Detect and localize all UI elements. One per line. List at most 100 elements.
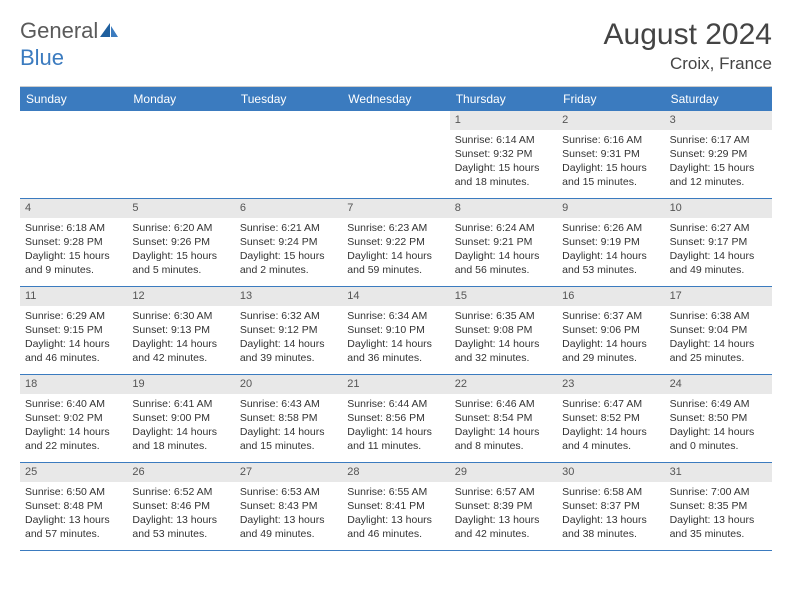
sunrise-line: Sunrise: 6:41 AM: [132, 397, 229, 411]
calendar-cell: 12Sunrise: 6:30 AMSunset: 9:13 PMDayligh…: [127, 287, 234, 375]
day-number: 14: [342, 287, 449, 306]
sunset-line: Sunset: 9:04 PM: [670, 323, 767, 337]
day-header: Monday: [127, 87, 234, 111]
calendar-cell: 22Sunrise: 6:46 AMSunset: 8:54 PMDayligh…: [450, 375, 557, 463]
sunset-line: Sunset: 8:58 PM: [240, 411, 337, 425]
daylight-line: Daylight: 14 hours and 42 minutes.: [132, 337, 229, 365]
sunrise-line: Sunrise: 6:34 AM: [347, 309, 444, 323]
day-number: 8: [450, 199, 557, 218]
sunrise-line: Sunrise: 6:38 AM: [670, 309, 767, 323]
daylight-line: Daylight: 14 hours and 32 minutes.: [455, 337, 552, 365]
day-number: 31: [665, 463, 772, 482]
sunset-line: Sunset: 9:10 PM: [347, 323, 444, 337]
sunset-line: Sunset: 9:08 PM: [455, 323, 552, 337]
daylight-line: Daylight: 15 hours and 5 minutes.: [132, 249, 229, 277]
sunrise-line: Sunrise: 6:55 AM: [347, 485, 444, 499]
sunset-line: Sunset: 9:32 PM: [455, 147, 552, 161]
sunrise-line: Sunrise: 6:20 AM: [132, 221, 229, 235]
daylight-line: Daylight: 14 hours and 56 minutes.: [455, 249, 552, 277]
calendar-cell: 8Sunrise: 6:24 AMSunset: 9:21 PMDaylight…: [450, 199, 557, 287]
sunset-line: Sunset: 9:02 PM: [25, 411, 122, 425]
sunset-line: Sunset: 9:00 PM: [132, 411, 229, 425]
daylight-line: Daylight: 14 hours and 0 minutes.: [670, 425, 767, 453]
calendar-cell: 1Sunrise: 6:14 AMSunset: 9:32 PMDaylight…: [450, 111, 557, 199]
sunset-line: Sunset: 8:35 PM: [670, 499, 767, 513]
daylight-line: Daylight: 15 hours and 12 minutes.: [670, 161, 767, 189]
day-header: Saturday: [665, 87, 772, 111]
logo-text-general: General: [20, 18, 98, 43]
daylight-line: Daylight: 14 hours and 15 minutes.: [240, 425, 337, 453]
daylight-line: Daylight: 14 hours and 49 minutes.: [670, 249, 767, 277]
calendar-grid: SundayMondayTuesdayWednesdayThursdayFrid…: [20, 86, 772, 551]
sunrise-line: Sunrise: 6:32 AM: [240, 309, 337, 323]
day-number: 12: [127, 287, 234, 306]
sunrise-line: Sunrise: 6:37 AM: [562, 309, 659, 323]
day-number: 23: [557, 375, 664, 394]
day-number: 7: [342, 199, 449, 218]
calendar-cell-empty: .: [342, 111, 449, 199]
day-number: 18: [20, 375, 127, 394]
calendar-cell: 15 Sunrise: 6:35 AMSunset: 9:08 PMDayligh…: [450, 287, 557, 375]
sunset-line: Sunset: 9:17 PM: [670, 235, 767, 249]
calendar-cell: 31Sunrise: 7:00 AMSunset: 8:35 PMDayligh…: [665, 463, 772, 551]
daylight-line: Daylight: 14 hours and 8 minutes.: [455, 425, 552, 453]
calendar-cell: 25Sunrise: 6:50 AMSunset: 8:48 PMDayligh…: [20, 463, 127, 551]
day-number: 2: [557, 111, 664, 130]
sunrise-line: Sunrise: 6:23 AM: [347, 221, 444, 235]
sunset-line: Sunset: 8:48 PM: [25, 499, 122, 513]
daylight-line: Daylight: 13 hours and 57 minutes.: [25, 513, 122, 541]
daylight-line: Daylight: 14 hours and 46 minutes.: [25, 337, 122, 365]
day-number: 6: [235, 199, 342, 218]
logo-text-blue: Blue: [20, 45, 64, 70]
daylight-line: Daylight: 14 hours and 53 minutes.: [562, 249, 659, 277]
calendar-cell: 24Sunrise: 6:49 AMSunset: 8:50 PMDayligh…: [665, 375, 772, 463]
calendar-cell: 11 Sunrise: 6:29 AMSunset: 9:15 PMDayligh…: [20, 287, 127, 375]
daylight-line: Daylight: 15 hours and 18 minutes.: [455, 161, 552, 189]
sunrise-line: Sunrise: 6:35 AM: [455, 309, 552, 323]
sunrise-line: Sunrise: 6:14 AM: [455, 133, 552, 147]
sunset-line: Sunset: 8:43 PM: [240, 499, 337, 513]
daylight-line: Daylight: 13 hours and 42 minutes.: [455, 513, 552, 541]
sunrise-line: Sunrise: 6:18 AM: [25, 221, 122, 235]
sunrise-line: Sunrise: 6:29 AM: [25, 309, 122, 323]
day-number: 22: [450, 375, 557, 394]
day-number: 29: [450, 463, 557, 482]
daylight-line: Daylight: 14 hours and 29 minutes.: [562, 337, 659, 365]
sunrise-line: Sunrise: 6:47 AM: [562, 397, 659, 411]
day-number: 4: [20, 199, 127, 218]
daylight-line: Daylight: 14 hours and 39 minutes.: [240, 337, 337, 365]
day-number: 3: [665, 111, 772, 130]
day-number: 10: [665, 199, 772, 218]
sunset-line: Sunset: 9:29 PM: [670, 147, 767, 161]
daylight-line: Daylight: 14 hours and 59 minutes.: [347, 249, 444, 277]
sunrise-line: Sunrise: 6:24 AM: [455, 221, 552, 235]
day-header: Wednesday: [342, 87, 449, 111]
day-number: 11: [20, 287, 127, 306]
calendar-cell: 4Sunrise: 6:18 AMSunset: 9:28 PMDaylight…: [20, 199, 127, 287]
sunset-line: Sunset: 9:19 PM: [562, 235, 659, 249]
calendar-cell: 19Sunrise: 6:41 AMSunset: 9:00 PMDayligh…: [127, 375, 234, 463]
calendar-cell-empty: .: [127, 111, 234, 199]
daylight-line: Daylight: 15 hours and 15 minutes.: [562, 161, 659, 189]
day-number: 21: [342, 375, 449, 394]
location: Croix, France: [604, 54, 772, 74]
calendar-cell: 13Sunrise: 6:32 AMSunset: 9:12 PMDayligh…: [235, 287, 342, 375]
day-number: 15: [450, 287, 557, 306]
sunset-line: Sunset: 9:22 PM: [347, 235, 444, 249]
calendar-cell: 3Sunrise: 6:17 AMSunset: 9:29 PMDaylight…: [665, 111, 772, 199]
calendar-cell: 20Sunrise: 6:43 AMSunset: 8:58 PMDayligh…: [235, 375, 342, 463]
sunset-line: Sunset: 8:39 PM: [455, 499, 552, 513]
sunset-line: Sunset: 9:15 PM: [25, 323, 122, 337]
daylight-line: Daylight: 13 hours and 53 minutes.: [132, 513, 229, 541]
day-number: 5: [127, 199, 234, 218]
day-header: Tuesday: [235, 87, 342, 111]
sunrise-line: Sunrise: 6:57 AM: [455, 485, 552, 499]
day-number: 20: [235, 375, 342, 394]
sunrise-line: Sunrise: 6:21 AM: [240, 221, 337, 235]
calendar-cell: 6Sunrise: 6:21 AMSunset: 9:24 PMDaylight…: [235, 199, 342, 287]
sunrise-line: Sunrise: 6:26 AM: [562, 221, 659, 235]
calendar-cell: 21Sunrise: 6:44 AMSunset: 8:56 PMDayligh…: [342, 375, 449, 463]
calendar-cell-empty: .: [235, 111, 342, 199]
sunrise-line: Sunrise: 6:50 AM: [25, 485, 122, 499]
calendar-cell: 30Sunrise: 6:58 AMSunset: 8:37 PMDayligh…: [557, 463, 664, 551]
